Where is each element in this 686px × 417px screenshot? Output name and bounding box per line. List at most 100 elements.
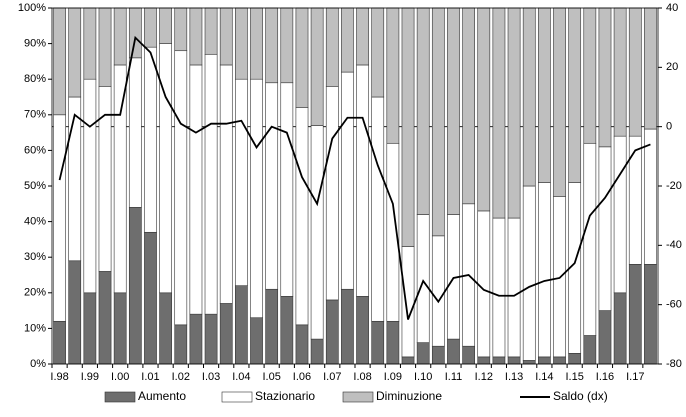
bar bbox=[553, 7, 566, 197]
bar bbox=[219, 303, 233, 365]
legend-label: Diminuzione bbox=[376, 389, 442, 403]
bar bbox=[265, 288, 279, 365]
y-tick-label: 70% bbox=[24, 109, 46, 121]
bar bbox=[371, 7, 385, 98]
y-tick-label: 20% bbox=[24, 287, 46, 299]
y2-tick-label: -80 bbox=[666, 358, 682, 370]
legend-swatch bbox=[342, 391, 374, 403]
bar bbox=[492, 7, 506, 219]
bar bbox=[613, 292, 627, 365]
x-tick-label: I.01 bbox=[141, 371, 159, 383]
x-tick-label: I.02 bbox=[172, 371, 190, 383]
y-tick-label: 10% bbox=[24, 322, 46, 334]
y2-tick-label: -40 bbox=[666, 239, 682, 251]
bar bbox=[68, 7, 82, 98]
bar bbox=[53, 7, 66, 116]
bar bbox=[235, 285, 248, 365]
bar bbox=[401, 7, 415, 247]
bar bbox=[447, 7, 460, 215]
x-tick-label: I.03 bbox=[202, 371, 220, 383]
bar bbox=[628, 264, 642, 365]
bar bbox=[235, 7, 248, 80]
bar bbox=[295, 107, 309, 326]
bar bbox=[83, 7, 97, 80]
y-tick-label: 80% bbox=[24, 73, 46, 85]
bar bbox=[613, 135, 627, 294]
y-tick-label: 40% bbox=[24, 216, 46, 228]
bar bbox=[356, 296, 369, 365]
bar bbox=[219, 7, 233, 66]
bar bbox=[325, 7, 339, 87]
legend-swatch bbox=[221, 391, 253, 403]
line bbox=[58, 35, 651, 320]
x-tick-label: I.14 bbox=[535, 371, 553, 383]
bar bbox=[113, 292, 127, 365]
bar bbox=[386, 320, 400, 365]
bar bbox=[295, 7, 309, 108]
x-tick-label: I.15 bbox=[565, 371, 583, 383]
bar bbox=[250, 317, 263, 365]
bar bbox=[280, 296, 294, 365]
bar bbox=[144, 231, 157, 365]
bar bbox=[310, 338, 324, 365]
bar bbox=[159, 43, 172, 294]
bar bbox=[507, 7, 521, 219]
x-tick-label: I.09 bbox=[384, 371, 402, 383]
bar bbox=[568, 353, 582, 365]
x-tick-label: I.05 bbox=[262, 371, 280, 383]
x-tick-label: I.07 bbox=[323, 371, 341, 383]
bar bbox=[265, 82, 279, 290]
x-tick-label: I.98 bbox=[50, 371, 68, 383]
bar bbox=[128, 7, 142, 59]
bar bbox=[356, 7, 369, 66]
bar bbox=[507, 217, 521, 358]
y2-tick-label: 20 bbox=[666, 61, 678, 73]
bar bbox=[310, 125, 324, 340]
legend-label: Aumento bbox=[138, 389, 186, 403]
bar bbox=[416, 214, 430, 343]
y2-tick-label: -60 bbox=[666, 299, 682, 311]
bar bbox=[477, 356, 491, 365]
y2-tick-label: -20 bbox=[666, 180, 682, 192]
bar bbox=[598, 310, 612, 365]
y2-tick-label: 40 bbox=[666, 2, 678, 14]
bar bbox=[128, 57, 142, 208]
bar bbox=[325, 86, 339, 301]
bar bbox=[462, 7, 475, 205]
y-tick-label: 30% bbox=[24, 251, 46, 263]
bar bbox=[295, 324, 309, 365]
bar bbox=[598, 7, 612, 148]
x-tick-label: I.12 bbox=[475, 371, 493, 383]
bar bbox=[462, 345, 475, 365]
bar bbox=[53, 320, 66, 365]
bar bbox=[644, 264, 657, 365]
bar bbox=[613, 7, 627, 137]
bar bbox=[583, 142, 597, 336]
bar bbox=[416, 7, 430, 215]
x-tick-label: I.06 bbox=[293, 371, 311, 383]
bar bbox=[371, 96, 385, 322]
bar bbox=[250, 78, 263, 319]
bar bbox=[386, 7, 400, 144]
bar bbox=[113, 7, 127, 66]
bar bbox=[144, 46, 157, 233]
bar bbox=[68, 260, 82, 365]
x-tick-label: I.99 bbox=[81, 371, 99, 383]
bar bbox=[401, 246, 415, 358]
bar bbox=[522, 185, 536, 361]
bar bbox=[280, 7, 294, 84]
x-tick-label: I.11 bbox=[445, 371, 463, 383]
bar bbox=[522, 360, 536, 365]
bar bbox=[431, 7, 445, 237]
bar bbox=[235, 78, 248, 286]
bar bbox=[174, 324, 188, 365]
bar bbox=[174, 50, 188, 326]
bar bbox=[204, 313, 218, 365]
y2-tick-label: 0 bbox=[666, 121, 672, 133]
x-tick-label: I.00 bbox=[111, 371, 129, 383]
bar bbox=[219, 64, 233, 304]
bar bbox=[280, 82, 294, 297]
bar bbox=[538, 182, 551, 358]
bar bbox=[144, 7, 157, 48]
